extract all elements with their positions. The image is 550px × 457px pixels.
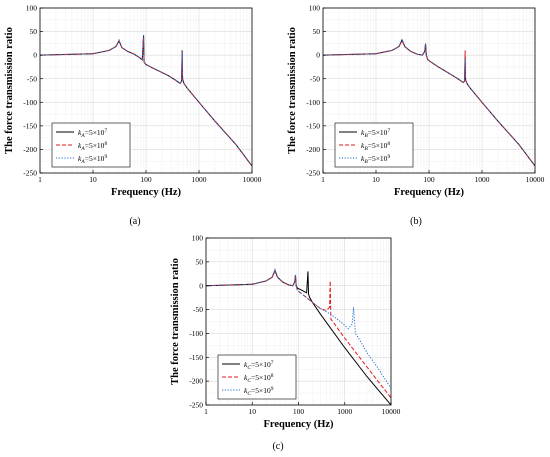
y-tick-label: -50 xyxy=(193,305,203,314)
x-axis-label: Frequency (Hz) xyxy=(263,419,334,430)
y-tick-label: 50 xyxy=(196,257,204,266)
y-tick-label: 50 xyxy=(313,27,321,36)
y-tick-label: -200 xyxy=(189,377,203,386)
x-tick-label: 10000 xyxy=(526,175,545,184)
y-tick-label: -200 xyxy=(23,145,37,154)
x-tick-label: 100 xyxy=(293,407,305,416)
y-tick-label: 50 xyxy=(30,27,38,36)
y-tick-label: -150 xyxy=(306,121,320,130)
y-tick-label: 100 xyxy=(26,4,38,13)
legend-label-1: kB=5×108 xyxy=(361,141,390,152)
chart-panel-1: 1 10 100 1000 10000 100 50 0 -50 -100 -150 -200 -250… xyxy=(287,4,545,227)
y-tick-label: -100 xyxy=(306,98,320,107)
y-tick-label: -150 xyxy=(189,353,203,362)
y-tick-label: 100 xyxy=(192,234,204,243)
legend-label-1: kA=5×108 xyxy=(78,141,107,152)
x-tick-label: 10000 xyxy=(382,407,401,416)
legend: kA=5×107 kA=5×108 kA=5×109 xyxy=(51,122,131,168)
x-tick-label: 100 xyxy=(140,175,152,184)
legend-label-2: kB=5×109 xyxy=(361,154,390,165)
y-axis-label: The force transmission ratio xyxy=(4,27,15,154)
x-tick-label: 1 xyxy=(204,407,208,416)
x-tick-label: 10 xyxy=(372,175,380,184)
x-tick-label: 1000 xyxy=(337,407,352,416)
legend-label-0: kB=5×107 xyxy=(361,128,390,139)
x-tick-label: 1000 xyxy=(192,175,207,184)
x-axis-label: Frequency (Hz) xyxy=(394,187,465,198)
y-tick-label: -250 xyxy=(306,169,320,178)
panel-label: (a) xyxy=(129,216,140,227)
y-tick-label: -250 xyxy=(189,401,203,410)
x-axis-label: Frequency (Hz) xyxy=(111,187,182,198)
y-tick-label: -50 xyxy=(27,74,37,83)
y-tick-label: -100 xyxy=(23,98,37,107)
legend: kC=5×107 kC=5×108 kC=5×109 xyxy=(217,354,297,400)
x-tick-label: 1 xyxy=(38,175,42,184)
series-line-2 xyxy=(40,34,252,167)
y-tick-label: 0 xyxy=(316,51,320,60)
chart-panel-2: 1 10 100 1000 10000 100 50 0 -50 -100 -150 -200 -250… xyxy=(170,234,401,452)
x-tick-label: 1 xyxy=(321,175,325,184)
y-tick-label: -150 xyxy=(23,121,37,130)
x-tick-label: 10 xyxy=(249,407,257,416)
y-tick-label: 0 xyxy=(33,51,37,60)
legend-label-0: kA=5×107 xyxy=(78,128,107,139)
y-tick-label: -100 xyxy=(189,329,203,338)
y-tick-label: -50 xyxy=(310,74,320,83)
x-tick-label: 1000 xyxy=(475,175,490,184)
x-tick-label: 10 xyxy=(89,175,97,184)
panel-label: (c) xyxy=(272,441,283,452)
y-tick-label: -250 xyxy=(23,169,37,178)
y-tick-label: 0 xyxy=(199,281,203,290)
chart-panel-0: 1 10 100 1000 10000 100 50 0 -50 -100 -150 -200 -250… xyxy=(4,4,262,227)
legend-label-2: kC=5×109 xyxy=(244,386,274,397)
legend-label-1: kC=5×108 xyxy=(244,373,274,384)
series-line-1 xyxy=(206,270,391,399)
series-line-2 xyxy=(206,267,391,389)
legend: kB=5×107 kB=5×108 kB=5×109 xyxy=(334,122,414,168)
legend-label-2: kA=5×109 xyxy=(78,154,107,165)
y-tick-label: 100 xyxy=(309,4,321,13)
x-tick-label: 100 xyxy=(423,175,435,184)
y-axis-label: The force transmission ratio xyxy=(170,258,181,385)
panel-label: (b) xyxy=(410,216,422,227)
y-axis-label: The force transmission ratio xyxy=(287,27,298,154)
legend-label-0: kC=5×107 xyxy=(244,360,274,371)
x-tick-label: 10000 xyxy=(243,175,262,184)
series-line-2 xyxy=(323,37,535,167)
y-tick-label: -200 xyxy=(306,145,320,154)
